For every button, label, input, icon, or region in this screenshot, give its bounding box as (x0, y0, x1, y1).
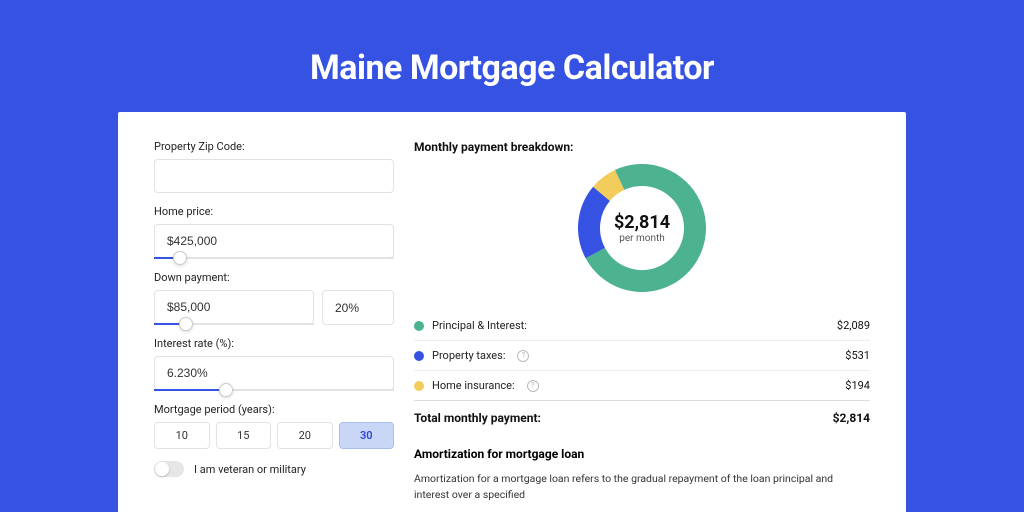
total-value: $2,814 (833, 411, 870, 425)
legend-row: Property taxes:? $531 (414, 341, 870, 371)
slider-interest-rate[interactable] (154, 389, 394, 391)
legend-dot (414, 381, 424, 391)
form-column: Property Zip Code: Home price: Down paym… (154, 140, 394, 512)
toggle-knob (155, 462, 169, 476)
amortization-text: Amortization for a mortgage loan refers … (414, 471, 870, 503)
legend-label: Principal & Interest: (432, 319, 527, 332)
slider-home-price[interactable] (154, 257, 394, 259)
field-veteran: I am veteran or military (154, 461, 394, 477)
legend-dot (414, 321, 424, 331)
slider-down-payment[interactable] (154, 323, 314, 325)
legend-dot (414, 351, 424, 361)
label-veteran: I am veteran or military (194, 463, 306, 476)
legend-list: Principal & Interest: $2,089 Property taxe… (414, 310, 870, 401)
period-btn-10[interactable]: 10 (154, 422, 210, 449)
input-zip[interactable] (154, 159, 394, 193)
label-period: Mortgage period (years): (154, 403, 394, 416)
donut-value: $2,814 (614, 212, 670, 233)
legend-value: $2,089 (837, 319, 870, 332)
input-down-payment-amount[interactable] (154, 290, 314, 324)
input-interest-rate[interactable] (154, 356, 394, 390)
field-zip: Property Zip Code: (154, 140, 394, 193)
amortization-title: Amortization for mortgage loan (414, 447, 870, 461)
legend-value: $531 (845, 349, 870, 362)
label-zip: Property Zip Code: (154, 140, 394, 153)
total-label: Total monthly payment: (414, 411, 541, 425)
input-home-price[interactable] (154, 224, 394, 258)
legend-row: Home insurance:? $194 (414, 371, 870, 401)
label-interest-rate: Interest rate (%): (154, 337, 394, 350)
field-home-price: Home price: (154, 205, 394, 259)
period-btn-20[interactable]: 20 (277, 422, 333, 449)
info-icon[interactable]: ? (527, 380, 539, 392)
total-row: Total monthly payment: $2,814 (414, 401, 870, 439)
donut-chart: $2,814 per month (414, 164, 870, 292)
label-down-payment: Down payment: (154, 271, 394, 284)
legend-label: Property taxes: (432, 349, 505, 362)
info-icon[interactable]: ? (517, 350, 529, 362)
toggle-veteran[interactable] (154, 461, 184, 477)
page-title: Maine Mortgage Calculator (0, 0, 1024, 112)
field-down-payment: Down payment: (154, 271, 394, 325)
legend-label: Home insurance: (432, 379, 515, 392)
legend-row: Principal & Interest: $2,089 (414, 311, 870, 341)
period-btn-15[interactable]: 15 (216, 422, 272, 449)
calculator-card: Property Zip Code: Home price: Down paym… (118, 112, 906, 512)
legend-value: $194 (845, 379, 870, 392)
breakdown-title: Monthly payment breakdown: (414, 140, 870, 154)
label-home-price: Home price: (154, 205, 394, 218)
breakdown-column: Monthly payment breakdown: $2,814 per mo… (414, 140, 870, 512)
field-interest-rate: Interest rate (%): (154, 337, 394, 391)
period-btn-30[interactable]: 30 (339, 422, 395, 449)
input-down-payment-pct[interactable] (322, 290, 394, 325)
donut-sub: per month (614, 233, 670, 244)
field-period: Mortgage period (years): 10152030 (154, 403, 394, 449)
